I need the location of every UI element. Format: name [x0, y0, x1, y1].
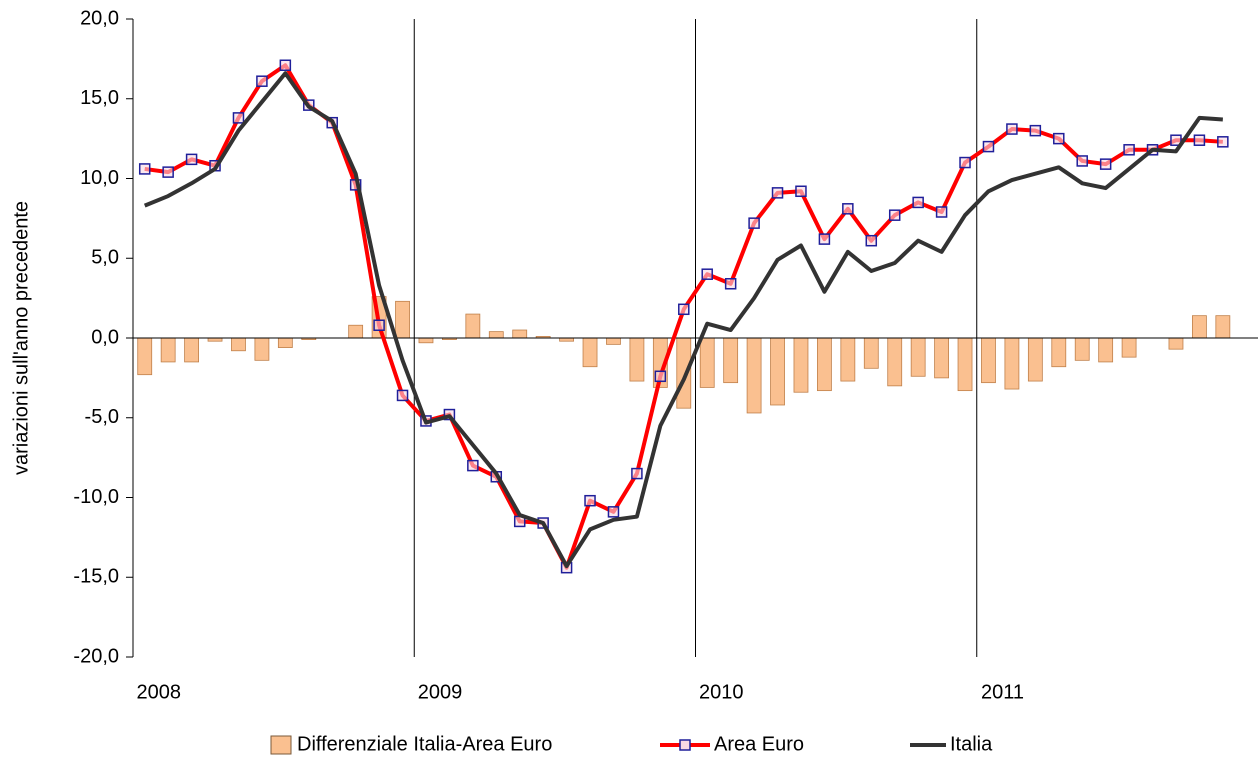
bar: [699, 337, 715, 388]
x-tick-label: 2010: [699, 681, 744, 703]
marker: [982, 140, 995, 153]
marker: [1053, 132, 1065, 145]
bar: [160, 337, 176, 363]
marker: [818, 233, 831, 245]
x-tick-label: 2008: [136, 681, 181, 703]
marker: [373, 319, 385, 331]
bar: [1074, 337, 1090, 361]
bar: [1004, 337, 1020, 390]
bar: [1051, 337, 1067, 368]
marker: [1076, 155, 1088, 167]
marker: [1193, 134, 1206, 146]
marker: [467, 459, 479, 472]
bar: [840, 337, 856, 382]
legend-label: Differenziale Italia-Area Euro: [297, 733, 552, 755]
bar: [1192, 315, 1207, 339]
legend-swatch: [270, 735, 292, 755]
y-tick-label: 0,0: [91, 326, 119, 348]
bar: [817, 337, 832, 392]
marker: [1170, 134, 1182, 146]
marker: [678, 303, 690, 316]
bar: [934, 337, 949, 379]
marker: [842, 203, 854, 215]
bar: [863, 337, 879, 369]
bar: [277, 337, 293, 348]
marker: [1123, 144, 1135, 156]
bar: [512, 329, 528, 339]
marker: [865, 234, 878, 247]
marker: [912, 196, 924, 209]
y-tick-label: 10,0: [80, 167, 119, 189]
marker: [162, 166, 174, 178]
bar: [465, 313, 481, 339]
bar: [418, 337, 434, 344]
bar: [395, 300, 410, 339]
marker: [1099, 158, 1112, 170]
bar: [231, 337, 246, 352]
marker: [1217, 136, 1229, 148]
legend-label: Area Euro: [714, 733, 804, 755]
marker: [631, 467, 643, 480]
y-tick-label: -5,0: [85, 406, 119, 428]
marker: [1006, 123, 1018, 135]
marker: [584, 494, 596, 507]
y-tick-label: 15,0: [80, 87, 119, 109]
marker: [279, 59, 292, 72]
marker: [888, 209, 901, 221]
bar: [1098, 337, 1114, 363]
marker: [959, 156, 971, 169]
marker: [701, 268, 713, 280]
y-tick-label: -10,0: [73, 486, 119, 508]
bar: [957, 337, 973, 392]
bar: [606, 337, 621, 345]
marker: [795, 185, 807, 198]
marker: [138, 163, 151, 175]
marker: [654, 370, 667, 383]
bar: [676, 337, 692, 409]
bar: [746, 337, 762, 414]
bar: [887, 337, 903, 387]
bar: [254, 337, 270, 361]
bar: [184, 337, 199, 363]
bar: [1215, 315, 1231, 339]
y-tick-label: 20,0: [80, 7, 119, 29]
bar: [629, 337, 645, 382]
y-tick-label: -20,0: [73, 645, 119, 667]
bar: [793, 337, 809, 393]
y-axis-title: variazioni sull'anno precedente: [10, 201, 32, 475]
bar: [1121, 337, 1137, 358]
marker: [771, 187, 784, 199]
bar: [488, 331, 504, 339]
bar: [348, 324, 364, 339]
x-tick-label: 2009: [418, 681, 463, 703]
y-tick-label: 5,0: [91, 247, 119, 269]
marker: [232, 112, 245, 124]
line-series: [143, 71, 1223, 569]
marker: [185, 153, 198, 166]
x-tick-label: 2011: [981, 681, 1024, 703]
marker: [396, 389, 409, 402]
bar: [1168, 337, 1184, 350]
bar: [582, 337, 598, 368]
bar: [137, 337, 153, 376]
marker: [935, 206, 948, 218]
bar: [770, 337, 785, 406]
legend-marker: [679, 739, 691, 751]
bar: [981, 337, 996, 384]
marker: [724, 278, 737, 290]
bar: [910, 337, 926, 377]
bar: [723, 337, 739, 384]
legend-label: Italia: [950, 733, 993, 755]
y-tick-label: -15,0: [73, 566, 119, 588]
marker: [748, 217, 760, 229]
marker: [256, 75, 268, 87]
marker: [1029, 124, 1042, 137]
marker: [607, 506, 620, 518]
bar: [1027, 337, 1043, 382]
